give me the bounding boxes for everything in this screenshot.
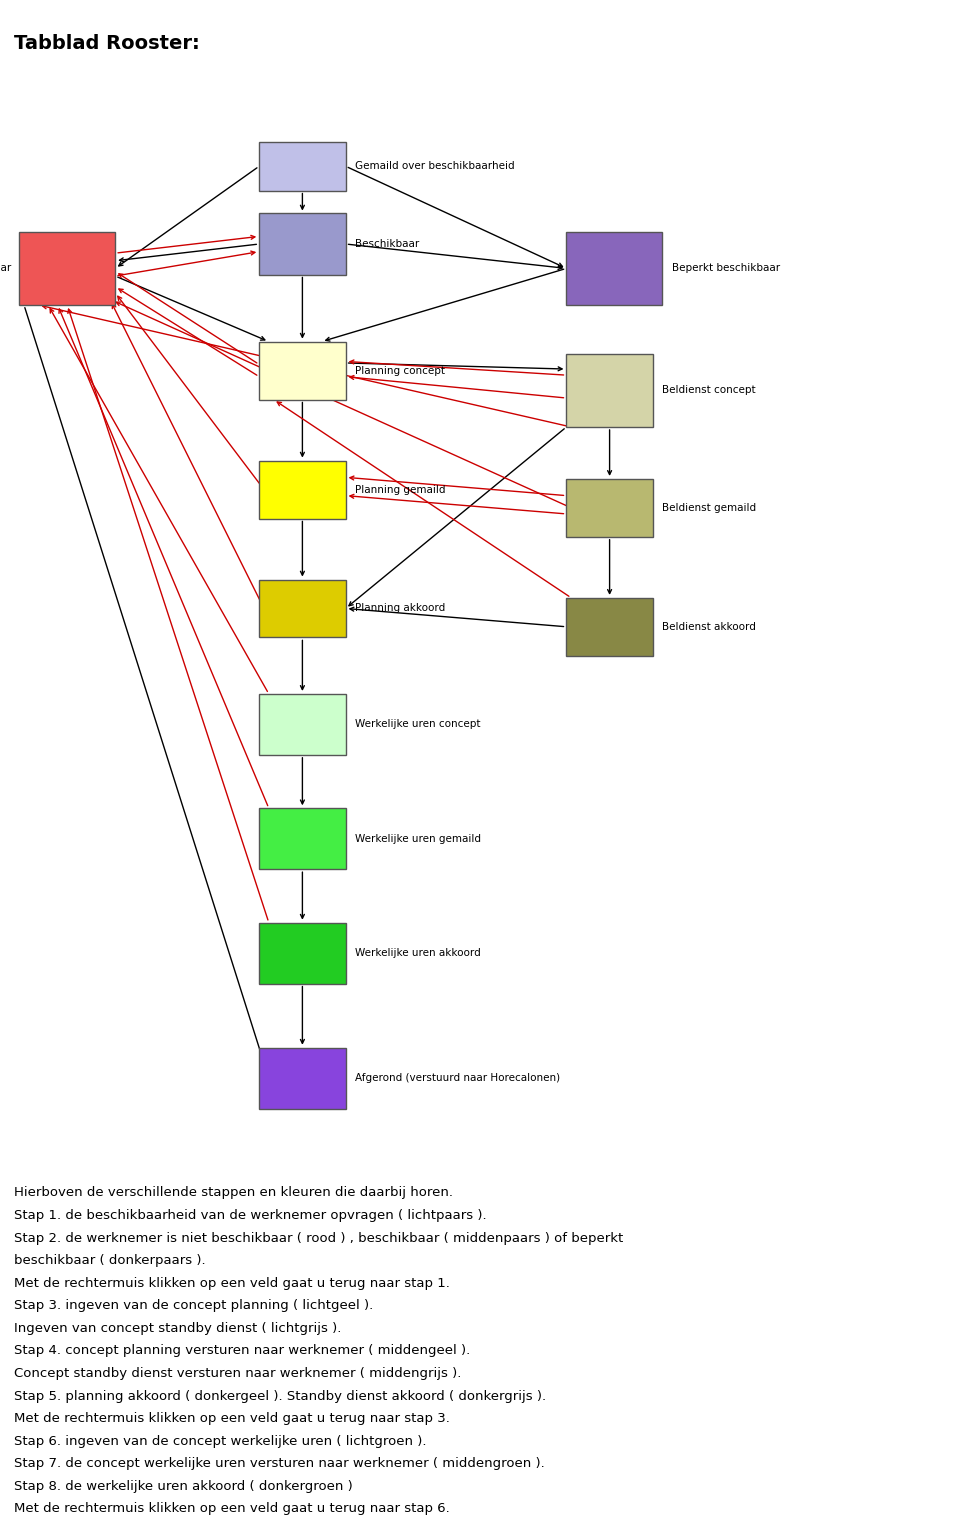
Bar <box>566 479 653 537</box>
Text: Stap 6. ingeven van de concept werkelijke uren ( lichtgroen ).: Stap 6. ingeven van de concept werkelijk… <box>14 1435 427 1447</box>
Text: Beldienst akkoord: Beldienst akkoord <box>662 622 756 631</box>
Text: Stap 5. planning akkoord ( donkergeel ). Standby dienst akkoord ( donkergrijs ).: Stap 5. planning akkoord ( donkergeel ).… <box>14 1389 546 1403</box>
Text: Ingeven van concept standby dienst ( lichtgrijs ).: Ingeven van concept standby dienst ( lic… <box>14 1322 342 1334</box>
Text: Werkelijke uren concept: Werkelijke uren concept <box>355 720 481 729</box>
Text: Stap 1. de beschikbaarheid van de werknemer opvragen ( lichtpaars ).: Stap 1. de beschikbaarheid van de werkne… <box>14 1209 487 1222</box>
Text: Tabblad Rooster:: Tabblad Rooster: <box>14 34 200 52</box>
Bar <box>259 142 346 191</box>
Text: Beperkt beschikbaar: Beperkt beschikbaar <box>672 264 780 273</box>
Bar <box>566 354 653 427</box>
Bar <box>259 580 346 637</box>
Text: Concept standby dienst versturen naar werknemer ( middengrijs ).: Concept standby dienst versturen naar we… <box>14 1366 462 1380</box>
Text: Werkelijke uren akkoord: Werkelijke uren akkoord <box>355 949 481 958</box>
Bar <box>259 461 346 519</box>
Text: Afgerond (verstuurd naar Horecalonen): Afgerond (verstuurd naar Horecalonen) <box>355 1074 561 1083</box>
Bar <box>259 1048 346 1109</box>
Text: Gemaild over beschikbaarheid: Gemaild over beschikbaarheid <box>355 162 515 171</box>
Text: Planning gemaild: Planning gemaild <box>355 485 445 494</box>
Text: Werkelijke uren gemaild: Werkelijke uren gemaild <box>355 834 481 843</box>
Text: Hierboven de verschillende stappen en kleuren die daarbij horen.: Hierboven de verschillende stappen en kl… <box>14 1186 453 1200</box>
Text: Stap 7. de concept werkelijke uren versturen naar werknemer ( middengroen ).: Stap 7. de concept werkelijke uren verst… <box>14 1458 545 1470</box>
Text: Met de rechtermuis klikken op een veld gaat u terug naar stap 1.: Met de rechtermuis klikken op een veld g… <box>14 1276 450 1290</box>
Bar <box>259 342 346 400</box>
Text: Niet beschikbaar: Niet beschikbaar <box>0 264 12 273</box>
Text: Beldienst concept: Beldienst concept <box>662 386 756 395</box>
Bar <box>259 214 346 274</box>
Bar <box>566 232 662 305</box>
Text: Planning akkoord: Planning akkoord <box>355 604 445 613</box>
Bar <box>19 232 115 305</box>
Text: Met de rechtermuis klikken op een veld gaat u terug naar stap 6.: Met de rechtermuis klikken op een veld g… <box>14 1502 450 1516</box>
Text: Stap 2. de werknemer is niet beschikbaar ( rood ) , beschikbaar ( middenpaars ) : Stap 2. de werknemer is niet beschikbaar… <box>14 1232 624 1244</box>
Text: Stap 4. concept planning versturen naar werknemer ( middengeel ).: Stap 4. concept planning versturen naar … <box>14 1345 470 1357</box>
Text: Beldienst gemaild: Beldienst gemaild <box>662 503 756 512</box>
Text: Planning concept: Planning concept <box>355 366 445 375</box>
Text: beschikbaar ( donkerpaars ).: beschikbaar ( donkerpaars ). <box>14 1254 206 1267</box>
Bar <box>566 598 653 656</box>
Bar <box>259 923 346 984</box>
Text: Met de rechtermuis klikken op een veld gaat u terug naar stap 3.: Met de rechtermuis klikken op een veld g… <box>14 1412 450 1426</box>
Text: Beschikbaar: Beschikbaar <box>355 239 420 249</box>
Bar <box>259 808 346 869</box>
Text: Stap 8. de werkelijke uren akkoord ( donkergroen ): Stap 8. de werkelijke uren akkoord ( don… <box>14 1479 353 1493</box>
Text: Stap 3. ingeven van de concept planning ( lichtgeel ).: Stap 3. ingeven van de concept planning … <box>14 1299 373 1313</box>
Bar <box>259 694 346 755</box>
